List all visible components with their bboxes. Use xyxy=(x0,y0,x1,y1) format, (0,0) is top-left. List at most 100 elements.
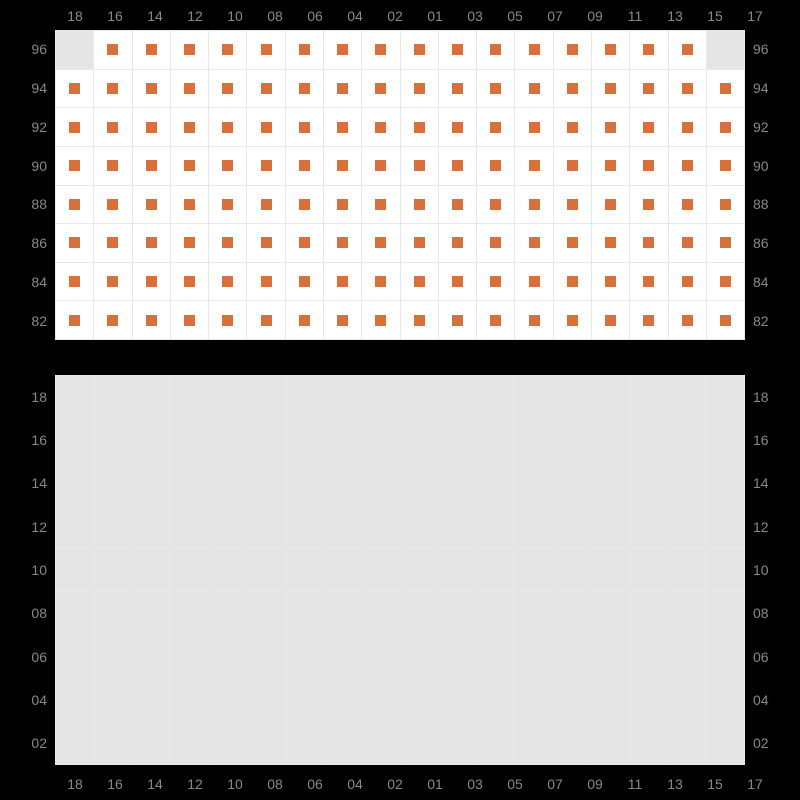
seat-cell[interactable] xyxy=(324,108,362,147)
seat-cell[interactable] xyxy=(439,70,477,109)
seat-cell[interactable] xyxy=(515,147,553,186)
seat-cell[interactable] xyxy=(439,147,477,186)
seat-cell[interactable] xyxy=(171,108,209,147)
seat-cell[interactable] xyxy=(286,108,324,147)
seat-cell[interactable] xyxy=(362,70,400,109)
seat-cell[interactable] xyxy=(209,31,247,70)
seat-cell[interactable] xyxy=(707,70,745,109)
seat-cell[interactable] xyxy=(94,301,132,340)
seat-cell[interactable] xyxy=(477,263,515,302)
seat-cell[interactable] xyxy=(171,224,209,263)
seat-cell[interactable] xyxy=(439,31,477,70)
seat-cell[interactable] xyxy=(133,70,171,109)
seat-cell[interactable] xyxy=(592,263,630,302)
seat-cell[interactable] xyxy=(247,301,285,340)
seat-cell[interactable] xyxy=(477,301,515,340)
seat-cell[interactable] xyxy=(209,147,247,186)
seat-cell[interactable] xyxy=(401,147,439,186)
seat-cell[interactable] xyxy=(324,263,362,302)
seat-cell[interactable] xyxy=(592,108,630,147)
seat-cell[interactable] xyxy=(209,301,247,340)
seat-cell[interactable] xyxy=(707,108,745,147)
seat-cell[interactable] xyxy=(94,147,132,186)
seat-cell[interactable] xyxy=(669,186,707,225)
seat-cell[interactable] xyxy=(324,147,362,186)
seat-cell[interactable] xyxy=(247,224,285,263)
seat-cell[interactable] xyxy=(630,301,668,340)
seat-cell[interactable] xyxy=(592,224,630,263)
seat-cell[interactable] xyxy=(324,301,362,340)
seat-cell[interactable] xyxy=(669,70,707,109)
seat-cell[interactable] xyxy=(515,31,553,70)
seat-cell[interactable] xyxy=(133,186,171,225)
seat-cell[interactable] xyxy=(515,224,553,263)
seat-cell[interactable] xyxy=(247,186,285,225)
seat-cell[interactable] xyxy=(209,186,247,225)
seat-cell[interactable] xyxy=(669,147,707,186)
seat-cell[interactable] xyxy=(515,70,553,109)
seat-cell[interactable] xyxy=(401,301,439,340)
seat-cell[interactable] xyxy=(477,224,515,263)
seat-cell[interactable] xyxy=(286,263,324,302)
seat-cell[interactable] xyxy=(515,301,553,340)
seat-cell[interactable] xyxy=(247,70,285,109)
seat-cell[interactable] xyxy=(171,301,209,340)
seat-cell[interactable] xyxy=(401,108,439,147)
seat-cell[interactable] xyxy=(286,70,324,109)
seat-cell[interactable] xyxy=(324,224,362,263)
seat-cell[interactable] xyxy=(439,186,477,225)
seat-cell[interactable] xyxy=(286,224,324,263)
seat-cell[interactable] xyxy=(133,263,171,302)
seat-cell[interactable] xyxy=(56,224,94,263)
seat-cell[interactable] xyxy=(477,147,515,186)
seat-cell[interactable] xyxy=(707,224,745,263)
seat-cell[interactable] xyxy=(630,108,668,147)
seat-cell[interactable] xyxy=(362,186,400,225)
seat-cell[interactable] xyxy=(56,147,94,186)
seat-cell[interactable] xyxy=(515,263,553,302)
seat-cell[interactable] xyxy=(94,224,132,263)
seat-cell[interactable] xyxy=(209,263,247,302)
seat-cell[interactable] xyxy=(439,108,477,147)
seat-cell[interactable] xyxy=(133,147,171,186)
seat-cell[interactable] xyxy=(171,70,209,109)
seat-cell[interactable] xyxy=(324,186,362,225)
seat-cell[interactable] xyxy=(171,186,209,225)
seat-cell[interactable] xyxy=(669,224,707,263)
seat-cell[interactable] xyxy=(515,186,553,225)
seat-cell[interactable] xyxy=(669,31,707,70)
seat-cell[interactable] xyxy=(286,31,324,70)
seat-cell[interactable] xyxy=(554,301,592,340)
seat-cell[interactable] xyxy=(362,147,400,186)
seat-cell[interactable] xyxy=(94,186,132,225)
seat-cell[interactable] xyxy=(171,31,209,70)
seat-cell[interactable] xyxy=(630,70,668,109)
seat-cell[interactable] xyxy=(324,31,362,70)
seat-cell[interactable] xyxy=(669,108,707,147)
seat-cell[interactable] xyxy=(247,108,285,147)
seat-cell[interactable] xyxy=(515,108,553,147)
seat-cell[interactable] xyxy=(209,108,247,147)
seat-cell[interactable] xyxy=(669,301,707,340)
seat-cell[interactable] xyxy=(554,31,592,70)
seat-cell[interactable] xyxy=(209,70,247,109)
seat-cell[interactable] xyxy=(592,31,630,70)
seat-cell[interactable] xyxy=(286,186,324,225)
seat-cell[interactable] xyxy=(94,31,132,70)
seat-cell[interactable] xyxy=(324,70,362,109)
seat-cell[interactable] xyxy=(94,108,132,147)
seat-cell[interactable] xyxy=(362,263,400,302)
seat-cell[interactable] xyxy=(439,224,477,263)
seat-cell[interactable] xyxy=(477,186,515,225)
seat-cell[interactable] xyxy=(439,301,477,340)
seat-cell[interactable] xyxy=(707,147,745,186)
seat-cell[interactable] xyxy=(477,70,515,109)
seat-cell[interactable] xyxy=(362,301,400,340)
seat-cell[interactable] xyxy=(477,108,515,147)
seat-cell[interactable] xyxy=(286,301,324,340)
seat-cell[interactable] xyxy=(401,31,439,70)
seat-cell[interactable] xyxy=(209,224,247,263)
seat-cell[interactable] xyxy=(554,186,592,225)
seat-cell[interactable] xyxy=(247,31,285,70)
seat-cell[interactable] xyxy=(477,31,515,70)
